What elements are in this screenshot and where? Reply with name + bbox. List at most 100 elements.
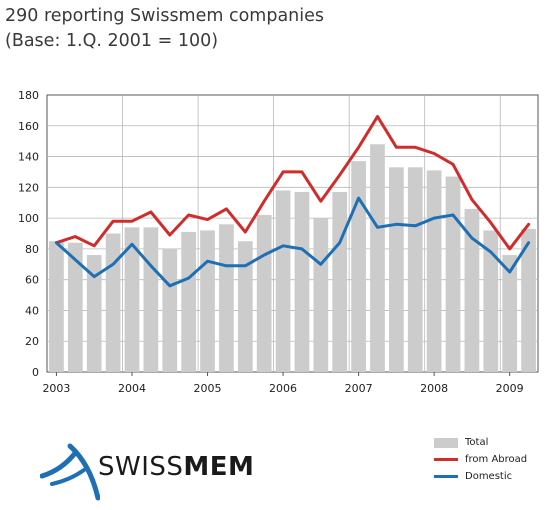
x-tick-label: 2003 — [42, 382, 70, 395]
bar-total — [181, 231, 196, 372]
bar-total — [370, 144, 385, 372]
line-domestic-point — [225, 264, 228, 268]
line-domestic-point — [300, 247, 304, 251]
legend-label-total: Total — [465, 437, 489, 448]
bar-total — [332, 191, 348, 372]
line-domestic-point — [319, 263, 323, 266]
line-from-abroad-point — [244, 230, 247, 234]
bar-total — [237, 241, 253, 372]
line-domestic-point — [470, 236, 474, 240]
line-domestic-point — [508, 270, 511, 274]
bar-total — [407, 167, 423, 372]
line-domestic-point — [489, 250, 492, 254]
line-from-abroad-point — [395, 146, 398, 149]
line-domestic-point — [74, 258, 77, 261]
grid-layer — [46, 94, 539, 373]
line-domestic-point — [149, 264, 153, 268]
line-from-abroad-point — [262, 199, 266, 203]
chart-title-block: 290 reporting Swissmem companies (Base: … — [5, 4, 324, 54]
legend-item-domestic: Domestic — [434, 468, 527, 485]
line-domestic-point — [130, 243, 134, 246]
line-domestic-point — [206, 260, 209, 263]
line-domestic-point — [527, 241, 530, 244]
line-from-abroad-point — [376, 115, 379, 118]
line-from-abroad-point — [300, 170, 304, 174]
bar-total — [143, 227, 159, 372]
line-domestic-point — [376, 226, 379, 229]
legend-label-domestic: Domestic — [465, 471, 513, 482]
line-from-abroad-point — [319, 199, 323, 203]
line-from-abroad-point — [451, 163, 455, 166]
y-tick-label: 120 — [18, 181, 39, 194]
y-tick-label: 140 — [18, 151, 39, 164]
legend: Total from Abroad Domestic — [434, 434, 527, 485]
bar-total — [351, 161, 366, 372]
legend-swatch-abroad — [434, 458, 458, 461]
line-from-abroad-point — [281, 170, 285, 174]
bar-total — [502, 255, 518, 372]
line-from-abroad-point — [508, 247, 511, 251]
line-domestic-point — [168, 284, 171, 288]
line-domestic-point — [187, 276, 190, 280]
y-tick-label: 100 — [18, 212, 39, 225]
bar-total — [256, 215, 272, 372]
line-from-abroad-point — [149, 210, 153, 214]
x-tick-label: 2008 — [420, 382, 448, 395]
y-tick-label: 80 — [25, 243, 39, 256]
legend-swatch-total — [434, 437, 458, 448]
y-tick-label: 0 — [32, 366, 39, 379]
bar-total — [200, 230, 215, 372]
line-domestic-point — [338, 241, 341, 244]
swissmem-logo-icon — [39, 443, 101, 501]
bar-total — [464, 208, 480, 372]
y-tick-label: 20 — [25, 335, 39, 348]
x-tick-label: 2004 — [118, 382, 146, 395]
bar-total — [219, 224, 234, 372]
bar-total — [445, 176, 461, 372]
bar-total — [67, 242, 83, 372]
swissmem-logo: SWISSMEM — [39, 440, 260, 502]
line-from-abroad-point — [527, 223, 530, 226]
line-from-abroad-point — [74, 235, 77, 238]
x-tick-label: 2006 — [269, 382, 297, 395]
x-tick-label: 2009 — [496, 382, 524, 395]
y-tick-label: 160 — [18, 120, 39, 133]
bar-total — [105, 233, 121, 372]
line-from-abroad-point — [187, 213, 190, 217]
line-domestic-point — [432, 216, 436, 220]
logo-text-regular: SWISS — [98, 452, 184, 482]
x-tick-label: 2005 — [194, 382, 222, 395]
line-domestic-point — [414, 224, 417, 228]
line-from-abroad-point — [470, 198, 474, 201]
line-from-abroad-point — [111, 219, 115, 223]
line-domestic-point — [262, 253, 266, 257]
x-tick-label: 2007 — [345, 382, 373, 395]
line-from-abroad-point — [206, 218, 209, 221]
legend-swatch-domestic — [434, 475, 458, 478]
bar-layer — [49, 144, 536, 372]
line-from-abroad-point — [130, 219, 134, 223]
plot-frame — [46, 94, 539, 373]
axis-layer: 0 20 40 60 80 100 120 140 160 180 2003 2004 2005 2006… — [18, 89, 524, 395]
line-from-abroad — [54, 115, 531, 251]
line-from-abroad-point — [432, 152, 436, 155]
bar-total — [521, 228, 536, 372]
bar-total — [426, 170, 442, 372]
y-tick-label: 40 — [25, 304, 39, 317]
line-domestic-point — [111, 263, 115, 266]
line-domestic — [54, 196, 531, 288]
bar-total — [49, 241, 64, 372]
chart-subtitle: (Base: 1.Q. 2001 = 100) — [5, 31, 219, 51]
line-from-abroad-point — [357, 146, 360, 149]
y-tick-label: 180 — [18, 89, 39, 102]
y-tick-label: 60 — [25, 274, 39, 287]
legend-item-abroad: from Abroad — [434, 451, 527, 468]
bar-total — [162, 248, 178, 372]
line-layer — [54, 115, 531, 288]
legend-label-abroad: from Abroad — [465, 454, 528, 465]
bar-total — [86, 255, 102, 372]
line-from-abroad-point — [93, 244, 96, 248]
chart: 0 20 40 60 80 100 120 140 160 180 2003 2004 2005 2006… — [18, 89, 539, 395]
line-domestic-point — [55, 241, 58, 244]
line-domestic-point — [395, 223, 398, 226]
